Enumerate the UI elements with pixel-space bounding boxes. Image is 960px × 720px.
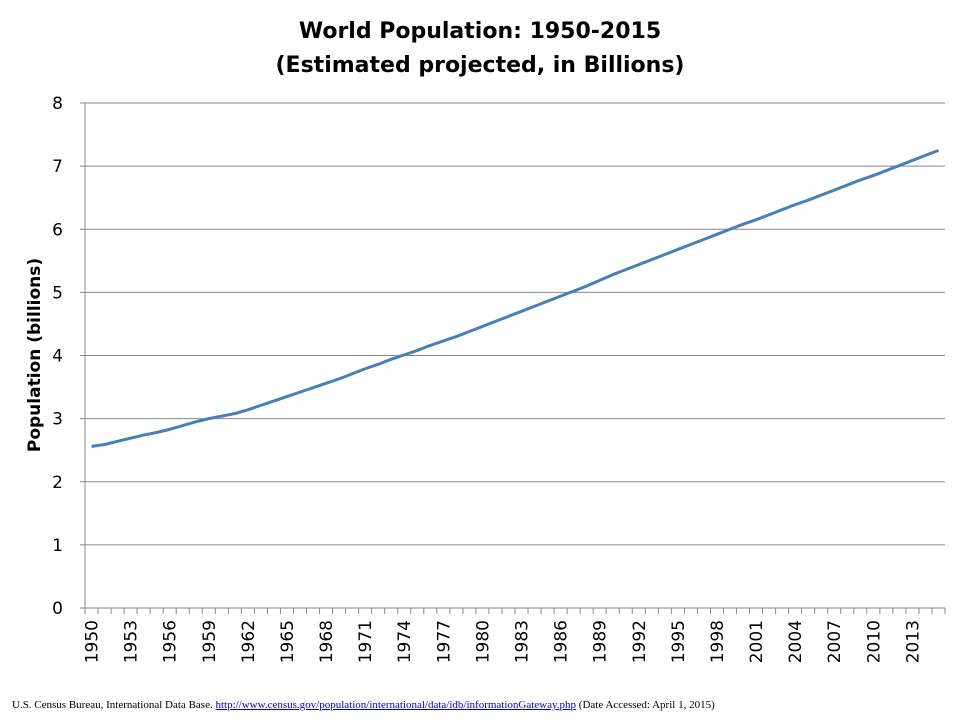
x-tick-label: 1998 [708,620,728,663]
chart-title: World Population: 1950-2015 [299,19,661,44]
y-tick-label: 0 [52,599,63,619]
y-axis-title: Population (billions) [25,258,45,452]
chart-subtitle: (Estimated projected, in Billions) [276,53,685,78]
x-tick-label: 1992 [630,620,650,663]
x-tick-label: 2001 [747,620,767,663]
x-tick-label: 1965 [278,620,298,663]
source-link[interactable]: http://www.census.gov/population/interna… [215,699,577,711]
x-tick-label: 1971 [356,620,376,663]
gridlines [85,102,945,546]
x-tick-label: 1989 [591,620,611,663]
y-tick-label: 8 [52,94,63,114]
x-tick-label: 1956 [161,620,181,663]
y-tick-label: 1 [52,536,63,556]
x-tick-label: 2010 [864,620,884,663]
axes [80,102,946,614]
x-tick-label: 1995 [669,620,689,663]
x-tick-label: 1968 [317,620,337,663]
x-tick-label: 1983 [513,620,533,663]
population-series-line [91,148,940,448]
source-prefix: U.S. Census Bureau, International Data B… [12,699,216,711]
x-tick-label: 1986 [552,620,572,663]
source-suffix: (Date Accessed: April 1, 2015) [576,699,715,711]
x-tick-label: 2007 [825,620,845,663]
y-tick-label: 2 [52,473,63,493]
x-tick-label: 1950 [83,620,103,663]
series-layer [91,148,940,448]
y-tick-label: 5 [52,283,63,303]
x-tick-label: 1974 [395,620,415,663]
x-tick-labels: 1950 1953 1956 1959 1962 1965 1968 1971 1974 1977… [83,620,924,663]
y-tick-label: 6 [52,220,63,240]
x-tick-label: 1980 [473,620,493,663]
y-tick-label: 4 [52,347,63,367]
x-tick-label: 1962 [239,620,259,663]
source-citation: U.S. Census Bureau, International Data B… [12,699,715,711]
x-tick-label: 1953 [122,620,142,663]
x-tick-label: 2004 [786,620,806,663]
y-tick-label: 3 [52,410,63,430]
x-tick-label: 1959 [200,620,220,663]
y-tick-label: 7 [52,157,63,177]
x-tick-label: 1977 [434,620,454,663]
y-tick-labels: 0 1 2 3 4 5 6 7 8 [52,94,63,619]
x-tick-label: 2013 [903,620,923,663]
